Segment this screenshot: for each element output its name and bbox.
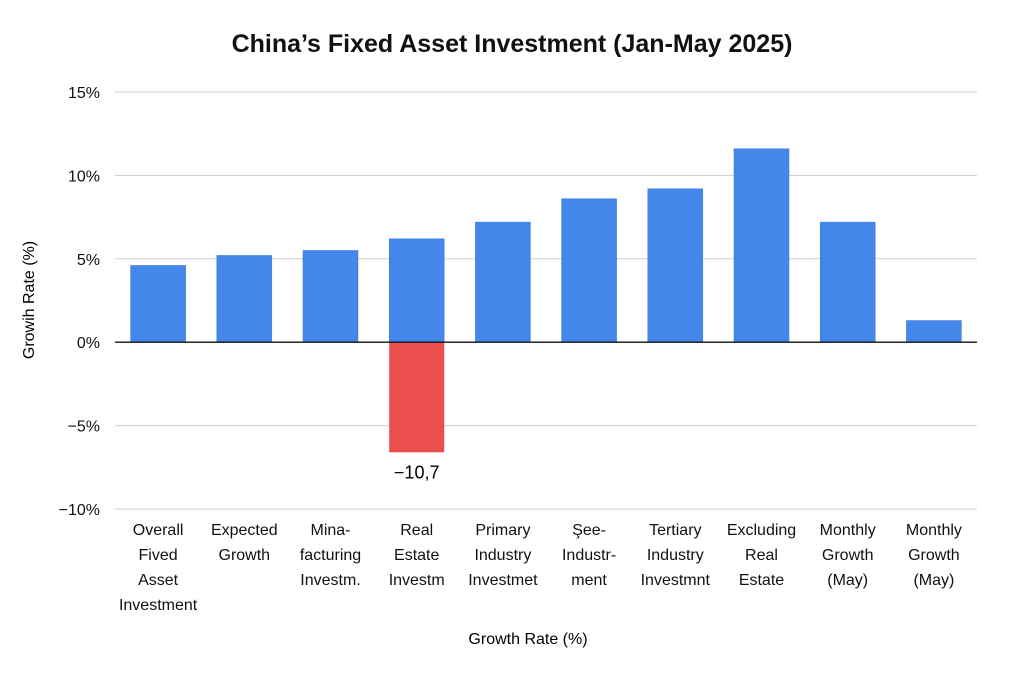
- x-tick-label: Investmnt: [641, 572, 711, 589]
- x-tick-label: Primary: [475, 522, 530, 539]
- x-tick-label: Monthly: [906, 522, 962, 539]
- y-tick-label: 5%: [77, 252, 100, 269]
- x-tick-label: Tertiary: [649, 522, 701, 539]
- x-tick-label: Industry: [474, 547, 531, 564]
- x-tick-label: (May): [913, 572, 954, 589]
- chart-title: China’s Fixed Asset Investment (Jan-May …: [231, 30, 793, 58]
- y-axis-label: Growih Rate (%): [21, 241, 38, 359]
- x-tick-label: ment: [571, 572, 607, 589]
- x-axis-label: Growth Rate (%): [468, 631, 587, 648]
- y-tick-label: −10%: [59, 502, 100, 519]
- x-tick-label: Fived: [139, 547, 178, 564]
- x-tick-label: Excluding: [727, 522, 796, 539]
- bar: [561, 198, 617, 343]
- y-tick-label: 10%: [68, 168, 100, 185]
- x-tick-label: Monthly: [820, 522, 876, 539]
- x-tick-label: Industr-: [562, 547, 616, 564]
- x-tick-label: Mina-: [310, 522, 350, 539]
- x-tick-label: Investmet: [468, 572, 538, 589]
- x-tick-label: Investment: [119, 597, 198, 614]
- x-tick-label: Real: [400, 522, 433, 539]
- y-tick-label: −5%: [68, 419, 100, 436]
- x-tick-label: Estate: [739, 572, 784, 589]
- data-label: −10,7: [394, 462, 440, 482]
- x-tick-label: Industry: [647, 547, 704, 564]
- x-tick-label: Real: [745, 547, 778, 564]
- x-tick-label: (May): [827, 572, 868, 589]
- x-tick-label: Investm: [389, 572, 445, 589]
- bar: [216, 255, 273, 343]
- x-tick-label: Expected: [211, 522, 278, 539]
- bar: [302, 250, 359, 343]
- x-tick-label: Growth: [822, 547, 874, 564]
- x-tick-label: Asset: [138, 572, 179, 589]
- bar: [733, 148, 790, 343]
- y-tick-label: 0%: [77, 335, 100, 352]
- bar: [475, 221, 531, 343]
- bar: [906, 320, 962, 343]
- x-tick-label: Overall: [133, 522, 184, 539]
- y-tick-label: 15%: [68, 85, 100, 102]
- bar: [819, 221, 876, 343]
- bar: [388, 238, 445, 343]
- x-tick-label: Growth: [219, 547, 271, 564]
- negative-bar: [389, 342, 445, 453]
- x-tick-label: Investm.: [300, 572, 360, 589]
- bar: [130, 265, 186, 343]
- x-tick-label: facturing: [300, 547, 361, 564]
- x-tick-label: Growth: [908, 547, 960, 564]
- x-tick-label: Estate: [394, 547, 439, 564]
- bar: [647, 188, 704, 343]
- x-tick-label: Şee-: [572, 522, 606, 539]
